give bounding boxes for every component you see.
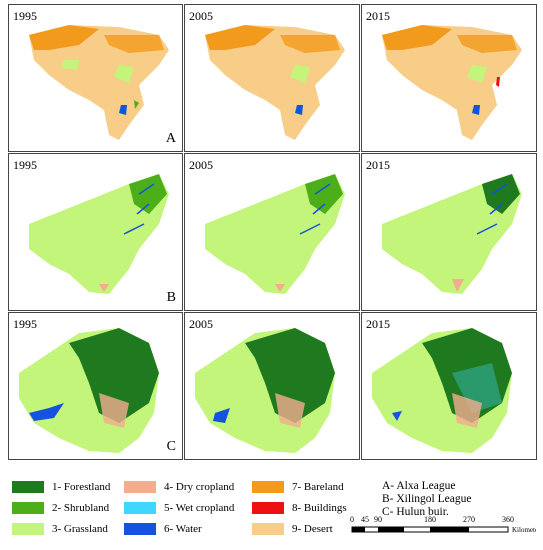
- bare-swatch: [252, 481, 284, 493]
- year-label: 2005: [189, 9, 213, 23]
- grass-swatch: [12, 523, 44, 535]
- legend-item: 1- Forestland: [12, 480, 110, 494]
- map-panel-b-2005: 2005: [184, 153, 360, 311]
- scale-tick: 0: [350, 515, 354, 524]
- xilingol-map-2005: [205, 174, 345, 294]
- buildings-swatch: [252, 502, 284, 514]
- map-panel-c-2005: 2005: [184, 312, 360, 460]
- legend-item: 4- Dry cropland: [124, 480, 234, 494]
- xilingol-map-1995: [29, 174, 169, 294]
- water-swatch: [124, 523, 156, 535]
- year-label: 2015: [366, 158, 390, 172]
- legend-label: 7- Bareland: [292, 481, 344, 493]
- hulunbuir-map-1995: [19, 328, 159, 453]
- row-letter-b: B: [166, 290, 176, 305]
- abbr-line: A- Alxa League: [382, 480, 456, 492]
- alxa-map-1995: [29, 25, 169, 140]
- legend-item: 6- Water: [124, 522, 202, 536]
- legend: 1- Forestland 2- Shrubland 3- Grassland …: [12, 474, 537, 546]
- year-label: 1995: [13, 317, 37, 331]
- year-label: 2015: [366, 9, 390, 23]
- alxa-map-2005: [205, 25, 345, 140]
- legend-label: 1- Forestland: [52, 481, 111, 493]
- hulunbuir-map-2015: [372, 328, 512, 453]
- legend-label: 6- Water: [164, 523, 202, 535]
- scale-tick: 180: [424, 515, 436, 524]
- hulunbuir-map-2005: [195, 328, 335, 453]
- map-grid: 1995 A 2005 2015 1995 B: [8, 4, 537, 460]
- xilingol-map-2015: [382, 174, 522, 294]
- legend-item: 8- Buildings: [252, 501, 347, 515]
- year-label: 1995: [13, 158, 37, 172]
- year-label: 2005: [189, 317, 213, 331]
- year-label: 2015: [366, 317, 390, 331]
- legend-item: 5- Wet cropland: [124, 501, 234, 515]
- scale-bar: 0 45 90 180 270 360 Kilometers: [346, 510, 543, 540]
- row-letter-a: A: [165, 131, 176, 146]
- year-label: 2005: [189, 158, 213, 172]
- scale-unit: Kilometers: [512, 526, 536, 534]
- abbr-line: B- Xilingol League: [382, 493, 472, 505]
- desert-swatch: [252, 523, 284, 535]
- legend-label: 5- Wet cropland: [164, 502, 235, 514]
- map-panel-b-2015: 2015: [361, 153, 537, 311]
- row-letter-c: C: [166, 439, 176, 454]
- scale-tick: 45: [361, 515, 369, 524]
- legend-item: 2- Shrubland: [12, 501, 109, 515]
- shrub-swatch: [12, 502, 44, 514]
- legend-label: 8- Buildings: [292, 502, 347, 514]
- scale-bar-graphic: 0 45 90 180 270 360 Kilometers: [350, 515, 543, 534]
- alxa-map-2015: [382, 25, 522, 140]
- scale-tick: 270: [463, 515, 475, 524]
- year-label: 1995: [13, 9, 37, 23]
- map-panel-c-1995: 1995 C: [8, 312, 183, 460]
- map-panel-c-2015: 2015: [361, 312, 537, 460]
- forest-swatch: [12, 481, 44, 493]
- legend-item: 9- Desert: [252, 522, 333, 536]
- map-panel-a-1995: 1995 A: [8, 4, 183, 152]
- legend-item: 7- Bareland: [252, 480, 344, 494]
- dry-crop-swatch: [124, 481, 156, 493]
- scale-tick: 90: [374, 515, 382, 524]
- scale-tick: 360: [502, 515, 514, 524]
- map-panel-a-2015: 2015: [361, 4, 537, 152]
- region-abbreviations: A- Alxa League B- Xilingol League C- Hul…: [382, 480, 471, 519]
- legend-label: 2- Shrubland: [52, 502, 110, 514]
- legend-label: 3- Grassland: [52, 523, 108, 535]
- legend-item: 3- Grassland: [12, 522, 108, 536]
- map-panel-b-1995: 1995 B: [8, 153, 183, 311]
- wet-crop-swatch: [124, 502, 156, 514]
- legend-label: 4- Dry cropland: [164, 481, 235, 493]
- abbr-line: C- Hulun buir.: [382, 506, 449, 518]
- legend-label: 9- Desert: [292, 523, 333, 535]
- map-panel-a-2005: 2005: [184, 4, 360, 152]
